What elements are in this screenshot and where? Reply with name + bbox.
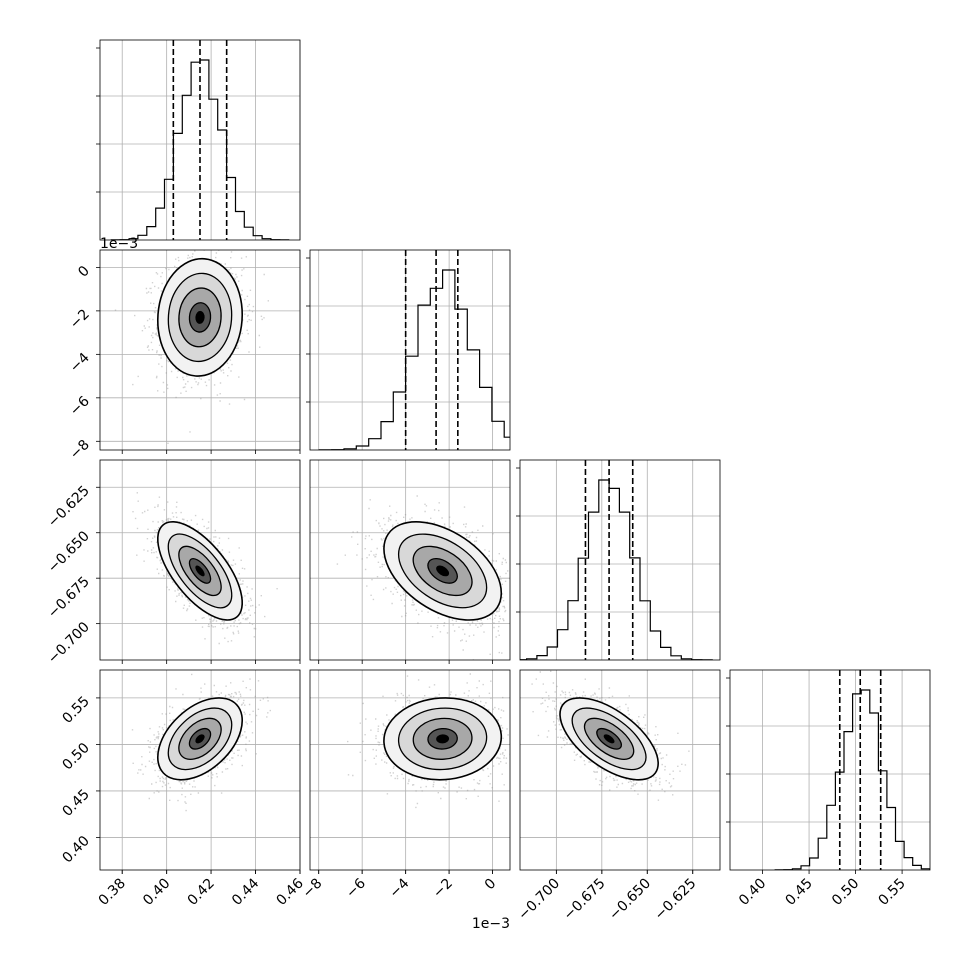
x-tick-label: 0.45: [783, 876, 816, 909]
x-tick-label: −6: [343, 875, 369, 901]
density-contour: [195, 734, 205, 744]
y-tick-label: 0.55: [59, 693, 92, 726]
x-offset-label: 1e−3: [472, 916, 510, 932]
panel-2-3: [309, 459, 511, 661]
panel-1-2: [99, 249, 301, 451]
panel-frame: [309, 459, 511, 661]
panel-1-3: [99, 459, 301, 661]
panel-frame: [99, 669, 301, 871]
x-tick-label: −0.700: [515, 876, 563, 924]
panel-frame: [99, 249, 301, 451]
y-tick-label: −4: [67, 350, 93, 376]
density-contour: [436, 734, 450, 744]
x-tick-label: 0.42: [185, 876, 218, 909]
x-tick-label: 0.40: [736, 876, 769, 909]
y-tick-label: 0.40: [59, 833, 92, 866]
y-tick-label: −0.675: [45, 574, 93, 622]
panel-frame: [309, 669, 511, 871]
histogram-steps: [520, 479, 713, 660]
panel-frame: [729, 669, 931, 871]
x-tick-label: 0.50: [829, 876, 862, 909]
density-contour: [603, 734, 615, 744]
y-tick-label: −6: [67, 393, 93, 419]
x-tick-label: −0.675: [561, 876, 609, 924]
panel-content: [347, 673, 510, 809]
y-tick-label: 0: [75, 263, 93, 281]
histogram-1: [96, 39, 301, 241]
y-tick-label: 0.45: [59, 786, 92, 819]
density-contour: [195, 565, 205, 577]
y-tick-label: −2: [67, 306, 93, 332]
x-tick-label: −0.625: [652, 876, 700, 924]
y-tick-label: −0.700: [45, 619, 93, 667]
panel-content: [531, 670, 690, 801]
panel-frame: [519, 459, 721, 661]
panel-content: [132, 492, 278, 645]
histogram-steps: [318, 269, 510, 450]
panel-frame: [99, 459, 301, 661]
panel-content: [114, 250, 269, 444]
histogram-4: [726, 669, 931, 871]
x-tick-label: 0.55: [876, 876, 909, 909]
x-tick-label: 0.44: [229, 875, 262, 908]
histogram-2: [306, 249, 511, 451]
y-tick-label: −0.650: [45, 528, 93, 576]
x-tick-label: −2: [430, 876, 456, 902]
panel-3-4: [519, 669, 721, 871]
panel-1-4: [99, 669, 301, 871]
y-offset-label: 1e−3: [100, 236, 138, 252]
histogram-3: [516, 459, 721, 661]
y-tick-label: −8: [67, 437, 93, 463]
x-tick-label: −8: [300, 876, 326, 902]
density-contour: [436, 565, 450, 577]
y-tick-label: 0.50: [59, 740, 92, 773]
panel-frame: [519, 669, 721, 871]
panel-frame: [309, 249, 511, 451]
panel-frame: [99, 39, 301, 241]
y-tick-label: −0.625: [45, 483, 93, 531]
x-tick-label: 0.38: [96, 876, 129, 909]
panel-content: [131, 673, 271, 812]
histogram-steps: [774, 689, 930, 870]
x-tick-label: 0.40: [140, 876, 173, 909]
x-tick-label: −0.650: [606, 876, 654, 924]
panel-content: [336, 495, 510, 660]
density-contour: [195, 310, 205, 324]
x-tick-label: 0: [482, 876, 500, 894]
x-tick-label: −4: [387, 875, 413, 901]
panel-2-4: [309, 669, 511, 871]
